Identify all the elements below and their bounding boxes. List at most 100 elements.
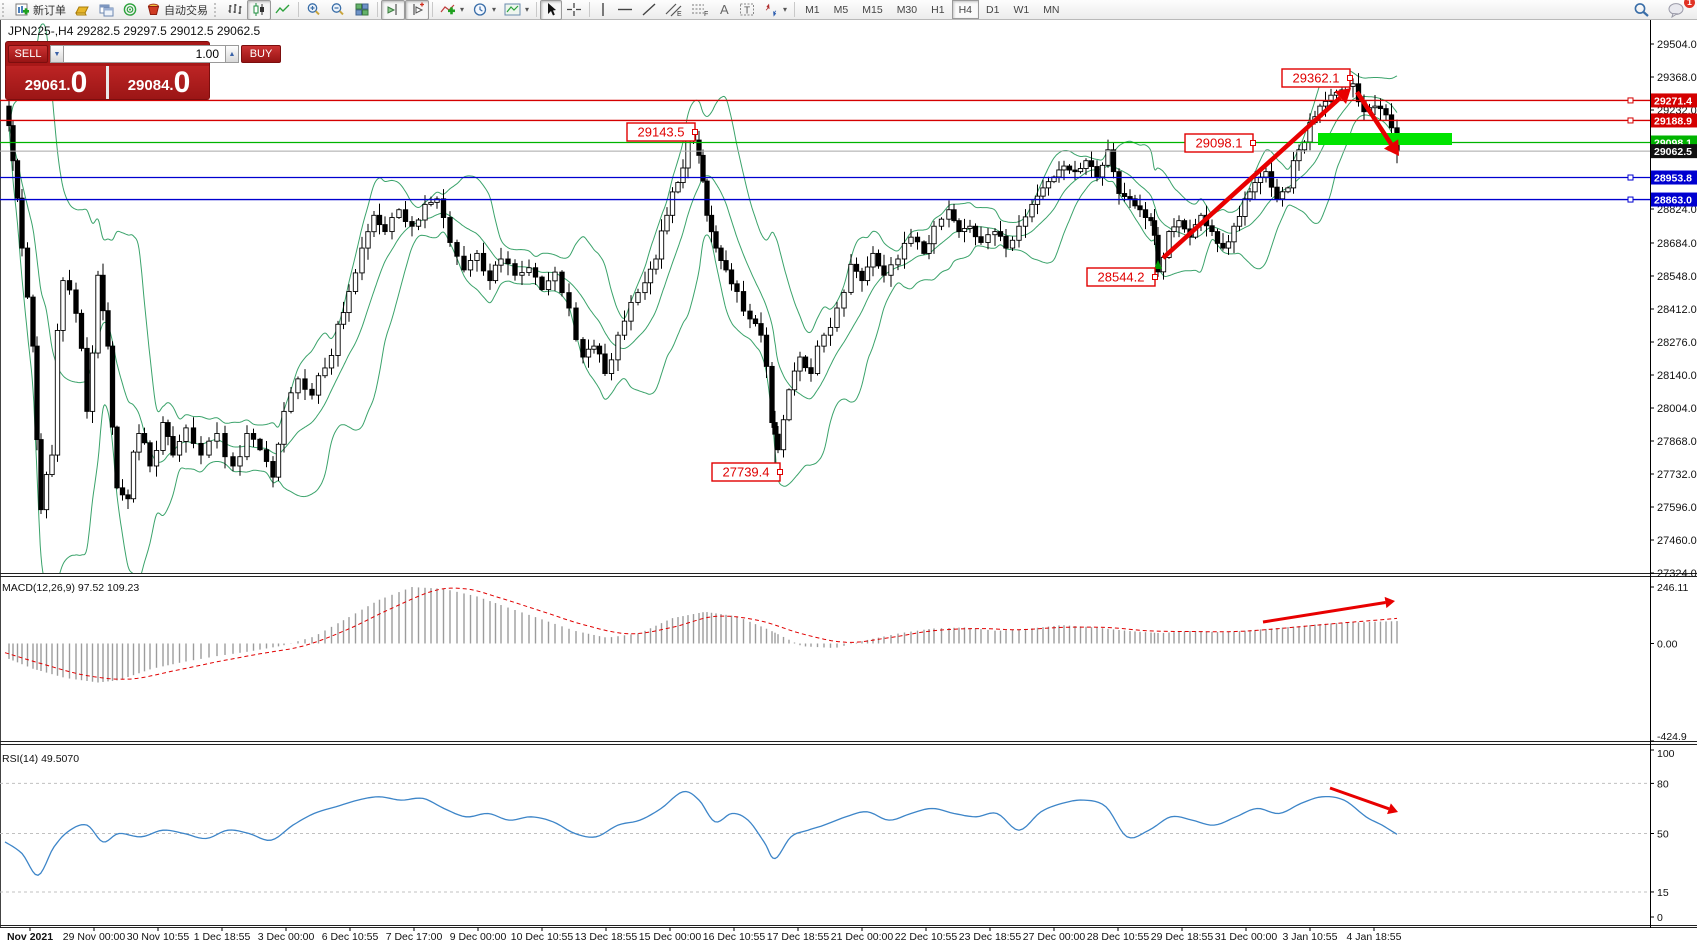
indicators-icon (440, 2, 456, 17)
search-button[interactable] (1629, 0, 1654, 20)
price-tick-label: 27596.0 (1657, 502, 1697, 514)
date-tick-label: 29 Dec 18:55 (1151, 931, 1214, 943)
text-button[interactable]: A (713, 0, 735, 20)
text-label-button[interactable]: T (735, 0, 759, 20)
horizontal-line-icon (617, 2, 633, 17)
date-tick-label: 15 Dec 00:00 (639, 931, 702, 943)
buy-price[interactable]: 29084. 0 (109, 66, 209, 99)
timeframe-button-M30[interactable]: M30 (896, 3, 918, 16)
line-chart-button[interactable] (271, 0, 295, 20)
auto-trading-icon (146, 2, 161, 17)
price-callout[interactable]: 29143.5 (626, 122, 698, 142)
svg-text:E: E (677, 11, 682, 17)
price-tick-label: 28548.0 (1657, 271, 1697, 283)
template-icon (504, 2, 521, 17)
notifications-button[interactable]: 1 (1664, 0, 1695, 20)
indicators-button[interactable]: ▾ (436, 0, 468, 20)
auto-scroll-button[interactable] (405, 0, 429, 20)
chart-shift-button[interactable] (381, 0, 405, 20)
volume-increase-button[interactable]: ▲ (225, 45, 239, 63)
timeframe-button-W1[interactable]: W1 (1013, 3, 1030, 16)
price-tick-label: 28824.0 (1657, 204, 1697, 216)
rsi-indicator (0, 782, 1650, 893)
date-tick-label: 17 Dec 18:55 (767, 931, 830, 943)
svg-text:27739.4: 27739.4 (723, 465, 770, 480)
rsi-label: RSI(14) 49.5070 (2, 753, 79, 765)
auto-trading-button[interactable]: 自动交易 (142, 0, 212, 20)
chart-title: JPN225-,H4 29282.5 29297.5 29012.5 29062… (8, 24, 261, 38)
new-order-icon (15, 2, 30, 17)
cursor-button[interactable] (540, 0, 563, 20)
line-chart-icon (275, 2, 291, 17)
svg-text:29098.1: 29098.1 (1196, 136, 1243, 151)
bar-chart-icon (227, 2, 243, 17)
timeframe-button-M1[interactable]: M1 (805, 3, 820, 16)
toolbar-grip[interactable] (214, 2, 221, 17)
timeframe-button-H4[interactable]: H4 (951, 0, 979, 19)
price-tick-label: 29504.0 (1657, 39, 1697, 51)
date-tick-label: 30 Nov 10:55 (127, 931, 190, 943)
channel-button[interactable]: E (661, 0, 687, 20)
timeframe-button-M15[interactable]: M15 (862, 3, 883, 16)
vertical-line-icon (597, 2, 609, 17)
zoom-in-button[interactable] (302, 0, 326, 20)
svg-text:29062.5: 29062.5 (1654, 146, 1692, 158)
periods-button[interactable]: ▾ (468, 0, 500, 20)
bar-chart-button[interactable] (223, 0, 247, 20)
date-tick-label: 9 Dec 00:00 (450, 931, 507, 943)
market-watch-button[interactable] (70, 0, 94, 20)
date-tick-label: 3 Dec 00:00 (258, 931, 315, 943)
toolbar-grip[interactable] (2, 2, 9, 17)
macd-label: MACD(12,26,9) 97.52 109.23 (2, 582, 139, 594)
crosshair-button[interactable] (562, 0, 586, 20)
signal-button[interactable] (118, 0, 142, 20)
price-callout[interactable]: 28544.2 (1086, 267, 1158, 287)
date-tick-label: 3 Jan 10:55 (1283, 931, 1338, 943)
sell-price[interactable]: 29061. 0 (6, 66, 106, 99)
volume-spinner: ▼ ▲ (50, 45, 239, 63)
price-tick-label: 28276.0 (1657, 337, 1697, 349)
volume-decrease-button[interactable]: ▼ (50, 45, 64, 63)
arrows-button[interactable]: ▾ (759, 0, 791, 20)
date-tick-label: 27 Dec 00:00 (1023, 931, 1086, 943)
svg-text:0: 0 (1657, 912, 1663, 924)
trendline-icon (641, 2, 657, 17)
new-order-button[interactable]: 新订单 (11, 0, 70, 20)
price-callout[interactable]: 29098.1 (1184, 133, 1256, 153)
timeframe-bar: M1 M5 M15 M30 H1 H4 D1 W1 MN (798, 0, 1066, 19)
timeframe-button-H1[interactable]: H1 (931, 3, 945, 16)
horizontal-line-button[interactable] (613, 0, 637, 20)
search-icon (1633, 2, 1650, 18)
timeframe-button-M5[interactable]: M5 (833, 3, 849, 16)
timeframe-button-MN[interactable]: MN (1043, 3, 1060, 16)
templates-button[interactable]: ▾ (500, 0, 533, 20)
new-order-label: 新订单 (33, 4, 66, 17)
tile-windows-icon (354, 2, 370, 17)
navigator-button[interactable] (94, 0, 118, 20)
date-tick-label: Nov 2021 (7, 931, 53, 943)
volume-input[interactable] (64, 45, 225, 63)
svg-text:50: 50 (1657, 829, 1669, 841)
zoom-in-icon (306, 2, 322, 17)
macd-indicator (4, 587, 1398, 683)
tile-windows-button[interactable] (350, 0, 374, 20)
date-tick-label: 29 Nov 00:00 (63, 931, 126, 943)
svg-text:0.00: 0.00 (1657, 638, 1678, 650)
vertical-line-button[interactable] (593, 0, 613, 20)
fibonacci-button[interactable]: F (687, 0, 713, 20)
auto-scroll-icon (409, 2, 425, 17)
svg-text:-424.9: -424.9 (1657, 731, 1687, 743)
text-icon: A (717, 2, 731, 17)
price-tick-label: 29368.0 (1657, 72, 1697, 84)
trendline-button[interactable] (637, 0, 661, 20)
price-callout[interactable]: 27739.4 (711, 462, 783, 482)
price-callout[interactable]: 29362.1 (1281, 68, 1353, 88)
sell-button[interactable]: SELL (8, 45, 48, 63)
buy-button[interactable]: BUY (241, 45, 281, 63)
timeframe-button-D1[interactable]: D1 (986, 3, 1000, 16)
date-tick-label: 7 Dec 17:00 (386, 931, 443, 943)
candlestick-chart-button[interactable] (247, 0, 271, 20)
zoom-out-button[interactable] (326, 0, 350, 20)
